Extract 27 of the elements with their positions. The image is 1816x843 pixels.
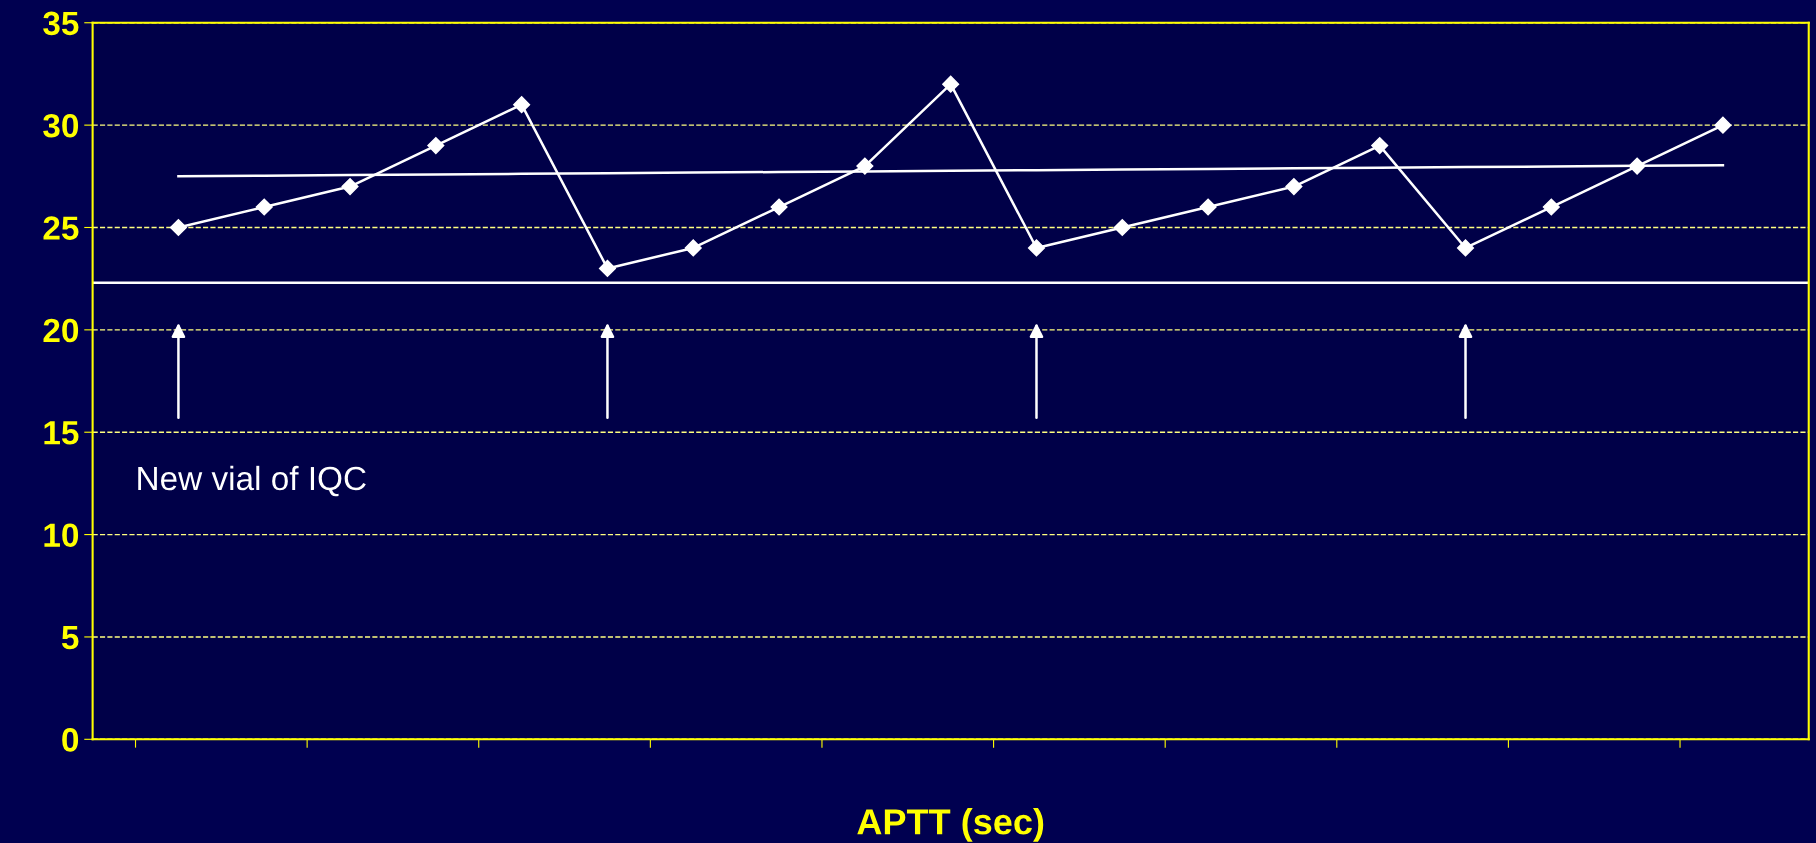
point <box>1027 239 1046 257</box>
y-tick-label: 5 <box>61 626 79 650</box>
point <box>169 218 187 237</box>
point <box>1714 116 1732 134</box>
y-tick-label: 20 <box>43 318 79 343</box>
x-axis-title: APTT (sec) <box>857 808 1044 842</box>
y-tick-label: 25 <box>43 216 79 240</box>
point <box>1113 218 1131 237</box>
point <box>942 75 960 93</box>
y-tick-label: 15 <box>44 421 79 445</box>
y-tick-label: 0 <box>62 728 79 752</box>
annotation: New vial of IQC <box>138 465 366 497</box>
y-tick-label: 10 <box>44 523 79 547</box>
point <box>1456 239 1475 257</box>
point <box>1542 198 1560 216</box>
point <box>770 198 788 216</box>
point <box>341 177 359 196</box>
y-tick-label: 35 <box>43 11 79 36</box>
point <box>513 96 531 114</box>
point <box>427 137 445 155</box>
point <box>684 239 702 257</box>
point <box>1199 198 1217 216</box>
point <box>1371 137 1389 155</box>
point <box>1285 177 1303 196</box>
point <box>255 198 273 216</box>
point <box>598 259 617 277</box>
y-tick-label: 30 <box>43 113 79 138</box>
